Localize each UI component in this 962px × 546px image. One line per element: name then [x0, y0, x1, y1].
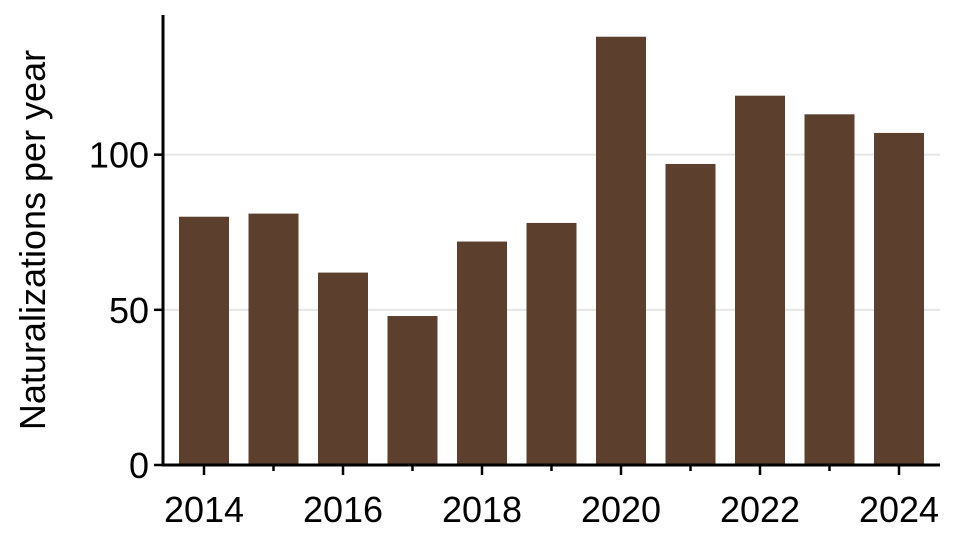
bar-2015	[248, 213, 299, 465]
bar-2023	[804, 114, 855, 465]
x-tick-label-2014: 2014	[164, 489, 244, 530]
bar-2017	[387, 316, 438, 465]
x-tick-label-2024: 2024	[859, 489, 939, 530]
bars	[179, 36, 924, 466]
x-tick-label-2018: 2018	[442, 489, 522, 530]
bar-2014	[179, 216, 229, 465]
y-axis-title: Naturalizations per year	[12, 50, 53, 430]
bar-2024	[874, 132, 924, 465]
bar-2020	[596, 36, 646, 466]
x-tick-label-2020: 2020	[581, 489, 661, 530]
x-tick-label-2016: 2016	[303, 489, 383, 530]
bar-2018	[457, 241, 507, 465]
y-tick-label-100: 100	[89, 135, 149, 176]
y-tick-label-50: 50	[109, 290, 149, 331]
bar-2021	[665, 163, 716, 465]
y-tick-label-0: 0	[129, 445, 149, 486]
x-tick-label-2022: 2022	[720, 489, 800, 530]
y-axis-ticks: 0 50 100	[89, 135, 163, 486]
bar-2019	[526, 222, 577, 465]
bar-2016	[318, 272, 368, 465]
x-axis-ticks: 2014 2016 2018 2020 2022 2024	[164, 465, 939, 530]
bar-2022	[735, 95, 785, 466]
